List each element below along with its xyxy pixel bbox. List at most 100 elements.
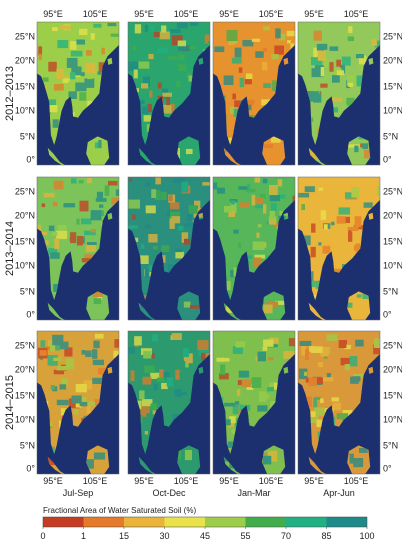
soil-patch — [329, 62, 334, 72]
soil-patch — [252, 257, 262, 268]
soil-patch — [153, 383, 158, 391]
soil-patch — [256, 232, 260, 238]
soil-patch — [331, 221, 335, 226]
lon-tick-label: 105°E — [259, 476, 284, 486]
soil-patch — [42, 77, 49, 82]
soil-patch — [314, 65, 326, 69]
soil-patch — [320, 398, 324, 404]
soil-patch — [340, 357, 353, 366]
soil-patch — [142, 376, 152, 385]
soil-patch — [341, 56, 351, 66]
soil-patch — [52, 201, 58, 207]
soil-patch — [188, 205, 198, 214]
soil-patch — [92, 359, 104, 366]
soil-patch — [139, 99, 145, 105]
soil-patch — [92, 349, 98, 359]
soil-patch — [261, 99, 271, 106]
soil-patch — [317, 50, 326, 61]
soil-patch — [85, 242, 97, 252]
soil-patch — [220, 364, 226, 375]
soil-patch — [257, 405, 268, 412]
soil-patch — [323, 58, 328, 69]
row-label: 2013–2014 — [4, 221, 16, 276]
soil-patch — [320, 67, 325, 77]
soil-patch — [40, 340, 46, 348]
colorbar-segment — [124, 517, 165, 527]
lat-tick-label: 5°N — [20, 286, 35, 296]
lat-tick-label: 0° — [26, 309, 35, 319]
soil-patch — [176, 81, 181, 88]
soil-patch — [330, 253, 338, 259]
soil-patch — [246, 255, 253, 259]
soil-patch — [254, 177, 260, 183]
map-panel-2-2 — [212, 330, 296, 475]
lat-tick-label: 25°N — [15, 340, 35, 350]
colorbar-segment — [205, 517, 246, 527]
soil-patch — [348, 231, 353, 242]
soil-patch — [43, 346, 56, 351]
lon-tick-label: 95°E — [219, 476, 239, 486]
colorbar-segment — [326, 517, 367, 527]
soil-patch — [62, 78, 70, 83]
soil-patch — [154, 189, 161, 201]
soil-patch — [114, 339, 119, 348]
soil-patch — [363, 202, 373, 208]
lon-tick-label: 95°E — [134, 476, 154, 486]
soil-patch — [232, 404, 242, 415]
soil-patch — [61, 76, 69, 80]
soil-patch — [115, 189, 119, 196]
soil-patch — [175, 369, 180, 380]
soil-patch — [57, 40, 69, 49]
soil-patch — [96, 191, 103, 199]
soil-patch — [239, 202, 250, 208]
soil-patch — [270, 136, 281, 143]
soil-patch — [238, 67, 243, 73]
landmass — [47, 456, 65, 474]
soil-patch — [47, 105, 58, 113]
soil-patch — [279, 33, 286, 41]
soil-patch — [71, 66, 82, 76]
soil-patch — [292, 195, 295, 203]
soil-patch — [95, 198, 107, 202]
soil-patch — [348, 144, 360, 148]
soil-patch — [228, 423, 234, 428]
soil-patch — [347, 75, 355, 86]
soil-patch — [259, 391, 267, 402]
soil-patch — [344, 364, 351, 371]
soil-patch — [230, 202, 237, 214]
soil-patch — [299, 340, 312, 346]
lat-tick-label: 15°N — [15, 390, 35, 400]
soil-patch — [85, 401, 95, 406]
map-panel-0-1 — [127, 21, 211, 166]
lon-tick-label: 95°E — [304, 476, 324, 486]
soil-patch — [56, 399, 69, 406]
soil-patch — [183, 348, 189, 358]
landmass — [138, 147, 156, 165]
soil-patch — [318, 242, 322, 246]
soil-patch — [71, 178, 77, 184]
soil-patch — [359, 59, 365, 71]
soil-patch — [68, 81, 73, 92]
soil-patch — [224, 357, 230, 362]
soil-patch — [255, 51, 264, 58]
soil-patch — [353, 373, 365, 378]
soil-patch — [107, 23, 117, 27]
soil-patch — [78, 180, 84, 184]
soil-patch — [232, 93, 236, 100]
soil-patch — [340, 64, 346, 74]
soil-patch — [86, 50, 92, 56]
soil-patch — [118, 250, 119, 259]
soil-patch — [79, 92, 87, 101]
soil-patch — [65, 358, 75, 370]
soil-patch — [349, 453, 354, 464]
soil-patch — [177, 40, 186, 47]
landmass — [47, 147, 65, 165]
soil-patch — [74, 409, 79, 415]
soil-patch — [197, 340, 209, 350]
map-panel-1-3 — [297, 176, 381, 321]
soil-patch — [301, 345, 306, 356]
soil-patch — [252, 241, 265, 250]
lon-tick-label: 95°E — [43, 9, 63, 19]
colorbar-tick-label: 0 — [40, 531, 45, 541]
soil-patch — [326, 334, 338, 341]
